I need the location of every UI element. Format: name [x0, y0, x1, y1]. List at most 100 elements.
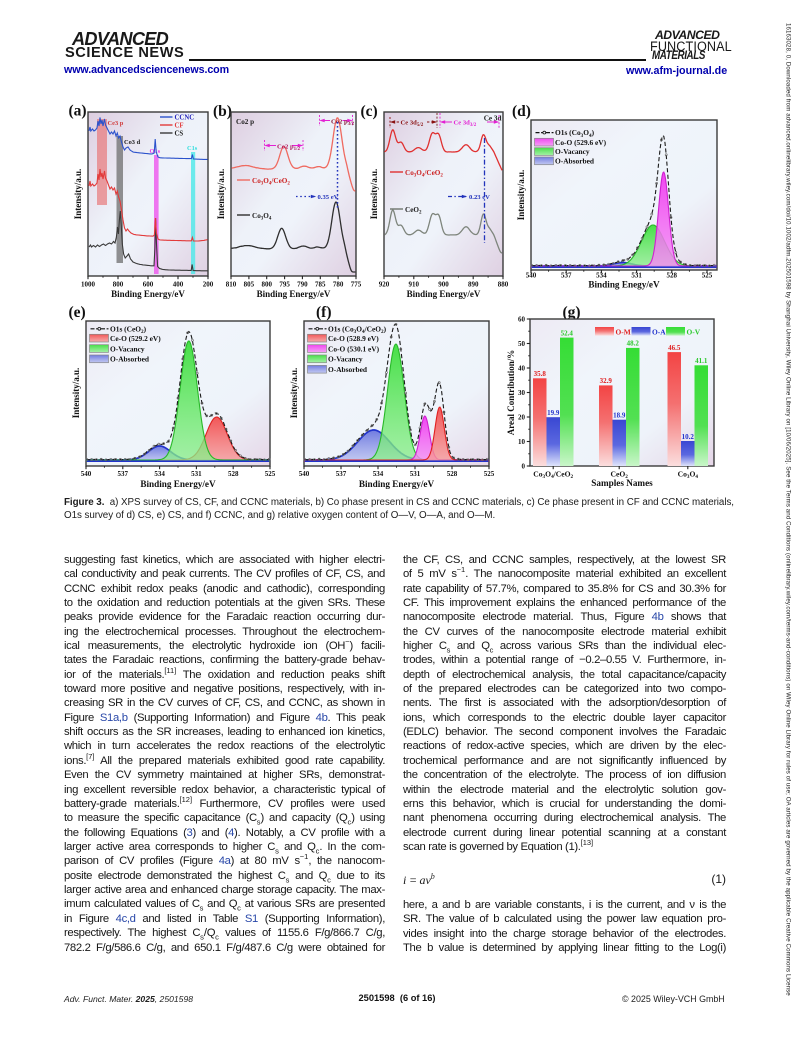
- svg-text:O-Vacancy: O-Vacancy: [555, 147, 590, 156]
- svg-text:Ce-O (529.2 eV): Ce-O (529.2 eV): [110, 334, 161, 343]
- svg-text:Intensity/a.u.: Intensity/a.u.: [71, 368, 81, 419]
- svg-text:795: 795: [279, 280, 290, 288]
- svg-text:Co3O4: Co3O4: [252, 212, 272, 222]
- svg-text:Co3O4/CeO2: Co3O4/CeO2: [405, 169, 443, 179]
- svg-text:C1s: C1s: [187, 145, 198, 152]
- svg-text:O-Absorbed: O-Absorbed: [555, 157, 595, 166]
- svg-text:531: 531: [191, 470, 202, 478]
- svg-text:CS: CS: [175, 130, 184, 137]
- svg-text:40: 40: [518, 364, 526, 372]
- svg-text:Binding Enegy/eV: Binding Enegy/eV: [588, 280, 660, 290]
- svg-text:Co2 p3/2: Co2 p3/2: [331, 118, 355, 127]
- svg-text:800: 800: [113, 280, 124, 288]
- svg-text:46.5: 46.5: [668, 344, 681, 352]
- svg-text:Binding Energy/eV: Binding Energy/eV: [111, 289, 185, 299]
- svg-text:O-M: O-M: [616, 328, 631, 337]
- svg-text:Co3O4: Co3O4: [678, 470, 699, 481]
- svg-text:Samples Names: Samples Names: [591, 478, 653, 488]
- svg-text:805: 805: [244, 280, 255, 288]
- svg-text:920: 920: [379, 280, 390, 288]
- svg-text:600: 600: [143, 280, 154, 288]
- svg-text:35.8: 35.8: [534, 370, 547, 378]
- svg-text:20: 20: [518, 413, 526, 421]
- svg-text:525: 525: [265, 470, 276, 478]
- svg-text:Co-O (529.6 eV): Co-O (529.6 eV): [555, 138, 607, 147]
- svg-text:880: 880: [498, 280, 509, 288]
- svg-text:Intensity/a.u.: Intensity/a.u.: [73, 169, 83, 220]
- svg-text:540: 540: [299, 470, 310, 478]
- svg-text:531: 531: [410, 470, 421, 478]
- svg-text:910: 910: [409, 280, 420, 288]
- svg-text:Binding Energy/eV: Binding Energy/eV: [359, 479, 435, 489]
- svg-text:537: 537: [336, 470, 347, 478]
- svg-text:CCNC: CCNC: [175, 114, 195, 121]
- svg-text:52.4: 52.4: [561, 329, 574, 337]
- svg-text:CeO2: CeO2: [405, 206, 422, 216]
- svg-text:790: 790: [297, 280, 308, 288]
- svg-text:Intensity/a.u.: Intensity/a.u.: [516, 170, 526, 221]
- svg-text:890: 890: [468, 280, 479, 288]
- svg-text:Areal Contribution/%: Areal Contribution/%: [506, 350, 516, 436]
- svg-text:O1s (CeO2): O1s (CeO2): [110, 324, 147, 335]
- svg-text:50: 50: [518, 340, 526, 348]
- svg-text:534: 534: [596, 272, 607, 280]
- svg-text:CeO2: CeO2: [611, 470, 629, 481]
- svg-text:0: 0: [522, 462, 526, 470]
- svg-text:CF: CF: [175, 122, 184, 129]
- svg-text:537: 537: [561, 272, 572, 280]
- svg-text:O-Absorbed: O-Absorbed: [110, 355, 150, 364]
- svg-text:0.35 eV: 0.35 eV: [318, 194, 339, 201]
- svg-text:780: 780: [333, 280, 344, 288]
- svg-text:Intensity/a.u.: Intensity/a.u.: [369, 169, 379, 220]
- svg-text:10.2: 10.2: [682, 433, 695, 441]
- svg-text:(g): (g): [563, 304, 581, 321]
- svg-text:Ce 3d3/2: Ce 3d3/2: [454, 120, 477, 129]
- svg-text:(e): (e): [69, 304, 86, 321]
- svg-text:48.2: 48.2: [627, 340, 640, 348]
- svg-text:528: 528: [228, 470, 239, 478]
- svg-text:Co-O (530.1 eV): Co-O (530.1 eV): [328, 344, 380, 353]
- svg-text:Co3O4/CeO2: Co3O4/CeO2: [252, 177, 290, 187]
- svg-text:540: 540: [526, 272, 537, 280]
- svg-text:(b): (b): [213, 103, 232, 120]
- svg-text:O-A: O-A: [652, 328, 666, 337]
- svg-text:O1s (Co3O4): O1s (Co3O4): [555, 128, 595, 139]
- svg-text:O-V: O-V: [687, 328, 701, 337]
- svg-text:19.9: 19.9: [547, 409, 560, 417]
- svg-text:Ce 3d5/2: Ce 3d5/2: [401, 120, 424, 129]
- svg-text:1000: 1000: [81, 280, 96, 288]
- svg-text:800: 800: [261, 280, 272, 288]
- svg-text:528: 528: [447, 470, 458, 478]
- svg-text:Intensity/a.u.: Intensity/a.u.: [289, 368, 299, 419]
- svg-text:0.23 eV: 0.23 eV: [469, 194, 490, 201]
- svg-text:(c): (c): [361, 103, 378, 120]
- svg-text:525: 525: [484, 470, 495, 478]
- svg-text:O1s (Co3O4/CeO2): O1s (Co3O4/CeO2): [328, 324, 387, 335]
- svg-text:(f): (f): [316, 304, 332, 321]
- svg-text:Ce3 p: Ce3 p: [108, 120, 124, 127]
- svg-text:528: 528: [667, 272, 678, 280]
- svg-text:400: 400: [173, 280, 184, 288]
- svg-text:534: 534: [154, 470, 165, 478]
- svg-text:41.1: 41.1: [695, 357, 708, 365]
- svg-text:537: 537: [118, 470, 129, 478]
- svg-text:O-Absorbed: O-Absorbed: [328, 365, 368, 374]
- svg-text:Co2 p1/2: Co2 p1/2: [277, 143, 301, 152]
- svg-text:525: 525: [702, 272, 713, 280]
- svg-text:(a): (a): [69, 103, 87, 120]
- svg-text:540: 540: [81, 470, 92, 478]
- svg-text:Binding Energy/eV: Binding Energy/eV: [257, 289, 331, 299]
- svg-text:Intensity/a.u.: Intensity/a.u.: [216, 169, 226, 220]
- svg-text:534: 534: [373, 470, 384, 478]
- svg-text:531: 531: [631, 272, 642, 280]
- svg-text:O1s: O1s: [150, 148, 161, 155]
- svg-text:Binding Energy/eV: Binding Energy/eV: [140, 479, 216, 489]
- svg-text:18.9: 18.9: [613, 412, 626, 420]
- svg-text:60: 60: [518, 315, 526, 323]
- svg-text:Co3O4/CeO2: Co3O4/CeO2: [533, 470, 573, 481]
- svg-text:900: 900: [438, 280, 449, 288]
- svg-text:810: 810: [226, 280, 237, 288]
- svg-text:Co3 d: Co3 d: [124, 139, 141, 146]
- svg-text:200: 200: [203, 280, 214, 288]
- svg-text:30: 30: [518, 389, 526, 397]
